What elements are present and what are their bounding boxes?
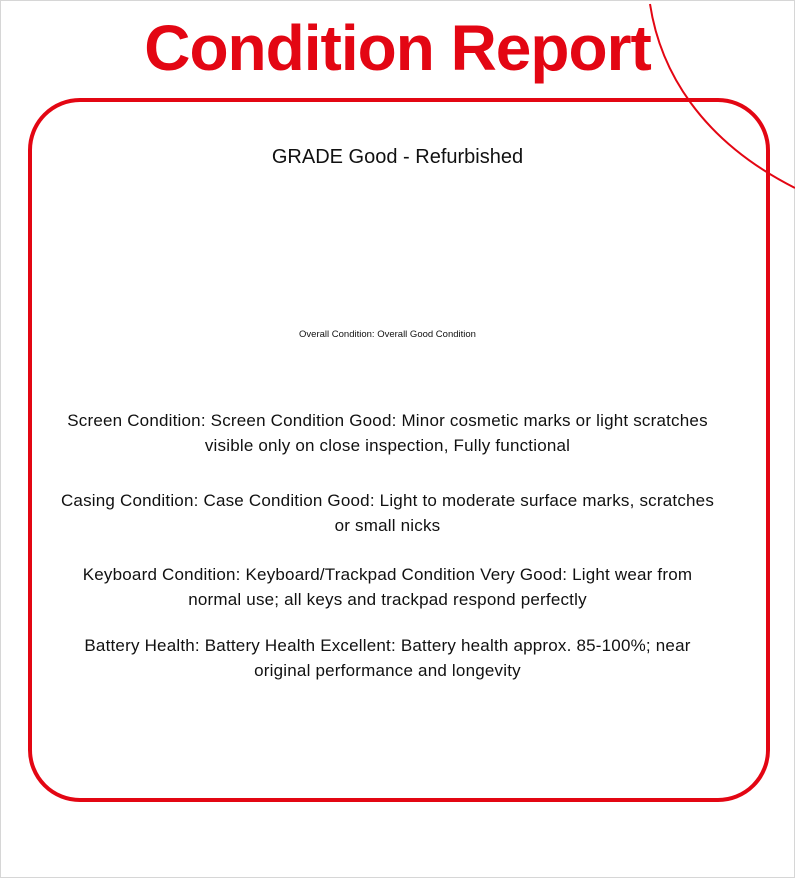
overall-condition: Overall Condition: Overall Good Conditio… bbox=[299, 329, 476, 340]
page-title: Condition Report bbox=[144, 12, 652, 84]
grade-text: GRADE Good - Refurbished bbox=[271, 146, 524, 168]
report-frame bbox=[28, 98, 770, 802]
screen-condition: Screen Condition: Screen Condition Good:… bbox=[67, 411, 708, 455]
keyboard-condition: Keyboard Condition: Keyboard/Trackpad Co… bbox=[82, 565, 693, 609]
battery-health: Battery Health: Battery Health Excellent… bbox=[84, 636, 691, 680]
casing-condition: Casing Condition: Case Condition Good: L… bbox=[60, 491, 715, 535]
